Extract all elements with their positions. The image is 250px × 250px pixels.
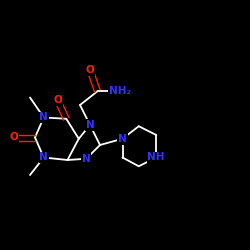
Text: N: N <box>40 152 48 162</box>
Text: NH: NH <box>148 152 165 162</box>
Text: O: O <box>10 132 18 142</box>
Text: N: N <box>82 154 90 164</box>
Text: O: O <box>86 65 94 75</box>
Text: N: N <box>40 112 48 122</box>
Text: N: N <box>118 134 127 144</box>
Text: O: O <box>53 95 62 105</box>
Text: N: N <box>86 120 94 130</box>
Text: NH₂: NH₂ <box>109 86 131 96</box>
